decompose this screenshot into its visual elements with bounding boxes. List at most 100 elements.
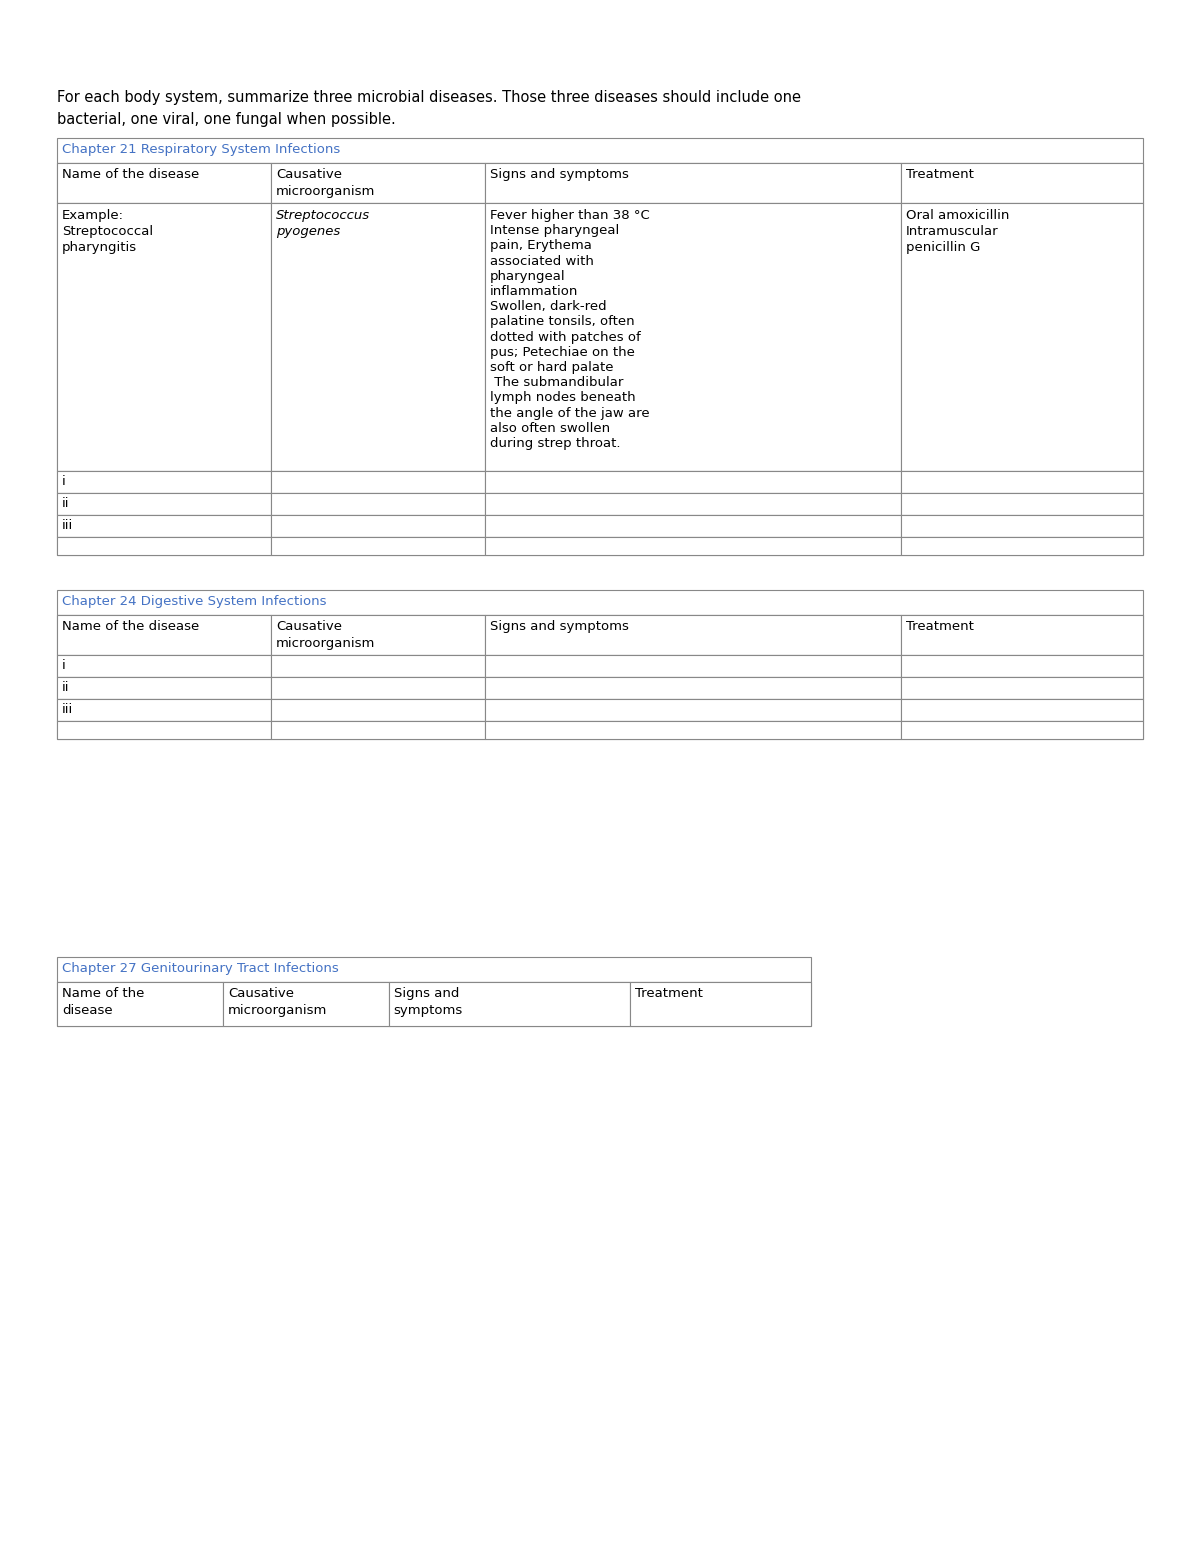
Text: Chapter 24 Digestive System Infections: Chapter 24 Digestive System Infections (62, 595, 326, 609)
Text: penicillin G: penicillin G (906, 241, 980, 255)
Bar (58, 615, 271, 655)
Bar (485, 615, 901, 655)
Text: For each body system, summarize three microbial diseases. Those three diseases s: For each body system, summarize three mi… (58, 90, 802, 106)
Text: palatine tonsils, often: palatine tonsils, often (490, 315, 635, 328)
Bar (901, 516, 1142, 537)
Bar (485, 516, 901, 537)
Bar (58, 492, 271, 516)
Text: Causative
microorganism: Causative microorganism (276, 168, 376, 197)
Bar (58, 492, 1142, 516)
Text: associated with: associated with (490, 255, 594, 267)
Text: bacterial, one viral, one fungal when possible.: bacterial, one viral, one fungal when po… (58, 112, 396, 127)
Bar (271, 721, 485, 739)
Bar (58, 655, 1142, 677)
Text: pus; Petechiae on the: pus; Petechiae on the (490, 346, 635, 359)
Text: Name of the disease: Name of the disease (62, 168, 199, 182)
Bar (58, 677, 271, 699)
Bar (58, 138, 1142, 163)
Text: pharyngeal: pharyngeal (490, 270, 565, 283)
Bar (58, 721, 271, 739)
Text: ii: ii (62, 497, 70, 509)
Text: Fever higher than 38 °C: Fever higher than 38 °C (490, 210, 649, 222)
Bar (271, 471, 485, 492)
Bar (485, 163, 901, 203)
Bar (271, 537, 485, 554)
Bar (901, 492, 1142, 516)
Text: dotted with patches of: dotted with patches of (490, 331, 641, 343)
Bar (271, 203, 485, 471)
Bar (58, 163, 271, 203)
Text: inflammation: inflammation (490, 286, 578, 298)
Text: also often swollen: also often swollen (490, 422, 610, 435)
Text: Example:: Example: (62, 210, 124, 222)
Bar (901, 677, 1142, 699)
Bar (58, 957, 811, 981)
Bar (58, 699, 1142, 721)
Text: Streptococcal: Streptococcal (62, 225, 154, 238)
Bar (58, 516, 271, 537)
Bar (485, 721, 901, 739)
Text: Signs and symptoms: Signs and symptoms (490, 620, 629, 634)
Text: i: i (62, 658, 66, 672)
Bar (58, 203, 1142, 471)
Bar (58, 981, 811, 1027)
Text: Chapter 21 Respiratory System Infections: Chapter 21 Respiratory System Infections (62, 143, 341, 155)
Text: Causative
microorganism: Causative microorganism (276, 620, 376, 651)
Bar (630, 981, 811, 1027)
Text: Signs and
symptoms: Signs and symptoms (394, 988, 463, 1017)
Text: ii: ii (62, 682, 70, 694)
Bar (58, 721, 1142, 739)
Text: Streptococcus: Streptococcus (276, 210, 370, 222)
Bar (58, 471, 1142, 492)
Text: Swollen, dark-red: Swollen, dark-red (490, 300, 606, 314)
Text: Signs and symptoms: Signs and symptoms (490, 168, 629, 182)
Bar (901, 699, 1142, 721)
Bar (485, 492, 901, 516)
Text: iii: iii (62, 519, 73, 533)
Bar (58, 537, 1142, 554)
Bar (271, 699, 485, 721)
Bar (58, 590, 1142, 615)
Bar (485, 677, 901, 699)
Text: Intramuscular: Intramuscular (906, 225, 998, 238)
Bar (901, 471, 1142, 492)
Text: Intense pharyngeal: Intense pharyngeal (490, 224, 619, 238)
Text: The submandibular: The submandibular (490, 376, 623, 390)
Bar (901, 615, 1142, 655)
Text: pharyngitis: pharyngitis (62, 241, 137, 255)
Text: Treatment: Treatment (906, 168, 973, 182)
Bar (901, 163, 1142, 203)
Bar (271, 655, 485, 677)
Text: iii: iii (62, 704, 73, 716)
Bar (271, 516, 485, 537)
Bar (223, 981, 389, 1027)
Bar (58, 699, 271, 721)
Bar (271, 677, 485, 699)
Bar (58, 163, 1142, 203)
Bar (485, 699, 901, 721)
Bar (58, 471, 271, 492)
Text: Name of the
disease: Name of the disease (62, 988, 144, 1017)
Bar (901, 203, 1142, 471)
Text: pyogenes: pyogenes (276, 225, 340, 238)
Bar (389, 981, 630, 1027)
Bar (58, 655, 271, 677)
Text: i: i (62, 475, 66, 488)
Bar (901, 537, 1142, 554)
Bar (271, 615, 485, 655)
Bar (58, 981, 223, 1027)
Bar (58, 677, 1142, 699)
Text: Causative
microorganism: Causative microorganism (228, 988, 328, 1017)
Bar (58, 203, 271, 471)
Text: Oral amoxicillin: Oral amoxicillin (906, 210, 1009, 222)
Bar (901, 655, 1142, 677)
Text: lymph nodes beneath: lymph nodes beneath (490, 391, 636, 404)
Bar (485, 203, 901, 471)
Bar (271, 163, 485, 203)
Text: Chapter 27 Genitourinary Tract Infections: Chapter 27 Genitourinary Tract Infection… (62, 961, 338, 975)
Bar (271, 492, 485, 516)
Bar (58, 516, 1142, 537)
Text: pain, Erythema: pain, Erythema (490, 239, 592, 253)
Bar (485, 655, 901, 677)
Bar (485, 537, 901, 554)
